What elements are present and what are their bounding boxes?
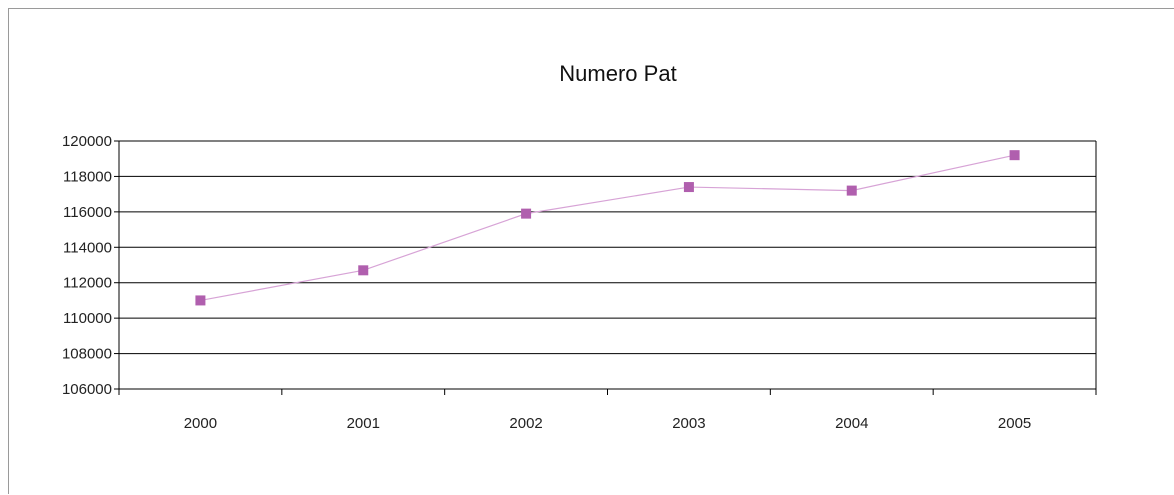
y-tick-label: 108000 [62, 346, 112, 363]
x-tick-label: 2005 [998, 415, 1031, 432]
data-point-marker [358, 265, 369, 276]
x-tick-label: 2001 [347, 415, 380, 432]
x-axis-tick-labels: 2000 2001 2002 2003 2004 2005 [184, 415, 1032, 432]
x-tick-label: 2004 [835, 415, 868, 432]
y-tick-label: 120000 [62, 133, 112, 150]
data-point-marker [683, 182, 694, 193]
x-tick-label: 2002 [509, 415, 542, 432]
y-tick-label: 114000 [63, 239, 112, 256]
y-tick-label: 110000 [63, 310, 112, 327]
y-tick-label: 112000 [63, 275, 112, 292]
line-chart: Numero Pat 106000 108000 110000 112000 11400… [62, 61, 1097, 432]
axes [114, 140, 1097, 395]
series-line [200, 154, 1015, 302]
x-tick-label: 2000 [184, 415, 217, 432]
data-point-marker [195, 295, 206, 306]
y-tick-label: 118000 [63, 168, 112, 185]
y-tick-label: 106000 [62, 381, 112, 398]
series-layer [195, 150, 1020, 306]
chart-title: Numero Pat [559, 61, 676, 86]
y-tick-label: 116000 [63, 204, 112, 221]
y-axis-tick-labels: 106000 108000 110000 112000 114000 116000 1180… [62, 133, 112, 398]
chart-frame: Numero Pat 106000 108000 110000 112000 11400… [8, 8, 1174, 494]
data-point-marker [521, 208, 532, 219]
data-point-marker [1009, 150, 1020, 161]
data-point-marker [846, 185, 857, 196]
gridlines [119, 140, 1096, 355]
x-tick-label: 2003 [672, 415, 705, 432]
